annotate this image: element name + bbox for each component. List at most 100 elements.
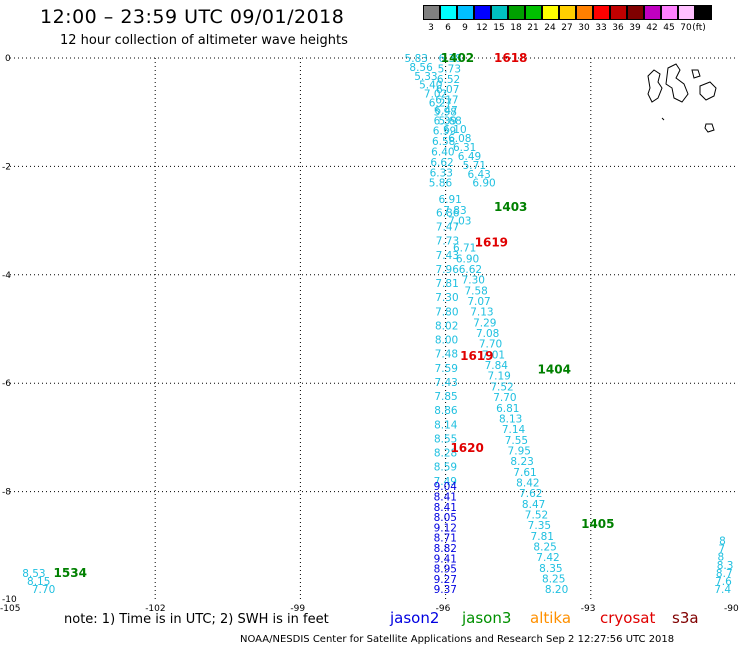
color-scale-label: 15	[493, 23, 505, 33]
color-scale-label: 27	[561, 23, 573, 33]
wave-height-value: 5.40	[419, 80, 442, 92]
wave-height-value: 8.41	[434, 502, 457, 514]
color-scale-swatch	[627, 5, 644, 20]
units-note: note: 1) Time is in UTC; 2) SWH is in fe…	[64, 612, 329, 627]
wave-height-value: 7.43	[436, 250, 459, 262]
color-scale-label: 42	[646, 23, 658, 33]
wave-height-value: 8.14	[434, 419, 458, 431]
wave-height-value: 7.01	[482, 349, 505, 361]
wave-height-value: 6.71	[453, 243, 476, 255]
wave-height-value: 7.62	[519, 488, 542, 500]
color-scale-label: 70	[680, 23, 692, 33]
x-tick-label: -90	[724, 604, 739, 614]
color-scale-swatch	[440, 5, 457, 20]
wave-height-value: 8.95	[434, 564, 457, 576]
wave-height-value: 5.33	[414, 71, 437, 83]
wave-height-value: 6.47	[434, 105, 457, 117]
wave-height-value: 6.17	[435, 95, 458, 107]
wave-height-value: 6.90	[472, 178, 495, 190]
color-scale-label: 45	[663, 23, 675, 33]
wave-height-value: 7.70	[32, 584, 55, 596]
color-scale-label: 18	[510, 23, 522, 33]
island-outline	[691, 69, 701, 79]
pass-label: 1534	[54, 566, 87, 580]
wave-height-value: 8.05	[434, 512, 457, 524]
wave-height-value: 8.23	[510, 456, 533, 468]
y-tick-label: -10	[2, 595, 17, 605]
pass-label: 1619	[475, 235, 508, 249]
wave-height-value: 7.83	[443, 205, 466, 217]
wave-height-value: 8.15	[27, 576, 50, 588]
wave-height-value: 8.00	[435, 335, 458, 347]
color-scale-swatch	[423, 5, 440, 20]
wave-height-value: 6.91	[438, 194, 461, 206]
wave-height-value: 6.59	[433, 126, 456, 138]
color-scale-label: 30	[578, 23, 590, 33]
wave-height-value: 7.49	[434, 476, 457, 488]
wave-height-value: 6.58	[432, 136, 455, 148]
wave-height-value: 7.03	[448, 216, 471, 228]
wave-height-value: 7.59	[435, 363, 458, 375]
wave-height-value: 7.35	[528, 520, 551, 532]
wave-height-value: 8.71	[434, 533, 457, 545]
wave-height-value: 5.73	[438, 63, 461, 75]
wave-height-value: 6.90	[456, 253, 479, 265]
wave-height-value: 6.62	[459, 264, 482, 276]
color-scale-swatch	[678, 5, 695, 20]
color-scale-label: (ft)	[692, 23, 706, 33]
x-tick-label: -96	[436, 604, 451, 614]
wave-height-value: 7.55	[505, 435, 528, 447]
wave-height-value: 8.13	[499, 413, 522, 425]
island-outline	[661, 117, 665, 121]
wave-height-value: 7.58	[464, 285, 487, 297]
wave-height-value: 7.70	[479, 339, 502, 351]
wave-height-value: 6.86	[436, 207, 460, 219]
satellite-legend-item: jason3	[462, 609, 512, 627]
wave-height-value: 6.81	[496, 403, 519, 415]
wave-height-value: 7.70	[493, 392, 516, 404]
wave-height-value: 7.6	[715, 576, 732, 588]
wave-height-value: 6.27	[429, 98, 452, 110]
wave-height-value: 7.61	[513, 467, 536, 479]
wave-height-value: 8.42	[516, 477, 539, 489]
wave-height-value: 7.73	[436, 236, 459, 248]
satellite-legend-item: s3a	[672, 609, 699, 627]
wave-height-value: 7.81	[435, 278, 458, 290]
color-scale-swatch	[593, 5, 610, 20]
wave-height-value: 6.43	[467, 169, 490, 181]
wave-height-value: 6.33	[430, 167, 453, 179]
color-scale-swatch	[542, 5, 559, 20]
wave-height-value: 9.12	[434, 522, 457, 534]
wave-height-value: 8.59	[434, 462, 457, 474]
y-tick-label: 0	[5, 54, 11, 64]
wave-height-value: 8.20	[545, 584, 568, 596]
wave-height-value: 7.81	[531, 531, 554, 543]
wave-height-value: 6.62	[430, 157, 453, 169]
wave-height-value: 9.04	[434, 481, 458, 493]
color-scale-label: 24	[544, 23, 556, 33]
wave-height-value: 9.27	[434, 574, 457, 586]
color-scale-swatch	[474, 5, 491, 20]
wave-height-value: 7.42	[536, 552, 559, 564]
x-tick-label: -102	[145, 604, 165, 614]
color-scale-label: 9	[462, 23, 468, 33]
wave-height-value: 6.52	[437, 74, 460, 86]
wave-height-value: 6.49	[458, 151, 481, 163]
color-scale-swatch	[559, 5, 576, 20]
island-outline	[647, 69, 663, 103]
pass-label: 1619	[460, 349, 493, 363]
wave-height-value: 8.55	[434, 433, 457, 445]
wave-height-value: 8.35	[539, 563, 562, 575]
wave-height-value: 7.52	[490, 381, 513, 393]
wave-height-value: 7.96	[436, 264, 460, 276]
wave-height-value: 7.84	[485, 360, 509, 372]
y-tick-label: -4	[2, 271, 11, 281]
wave-height-value: 5.71	[463, 160, 486, 172]
wave-height-value: 6.31	[453, 142, 476, 154]
color-scale-swatch	[695, 5, 712, 20]
color-scale-label: 6	[445, 23, 451, 33]
wave-height-value: 7.02	[424, 89, 447, 101]
y-tick-label: -2	[2, 162, 11, 172]
island-outline	[665, 63, 689, 103]
island-outline	[704, 123, 715, 133]
